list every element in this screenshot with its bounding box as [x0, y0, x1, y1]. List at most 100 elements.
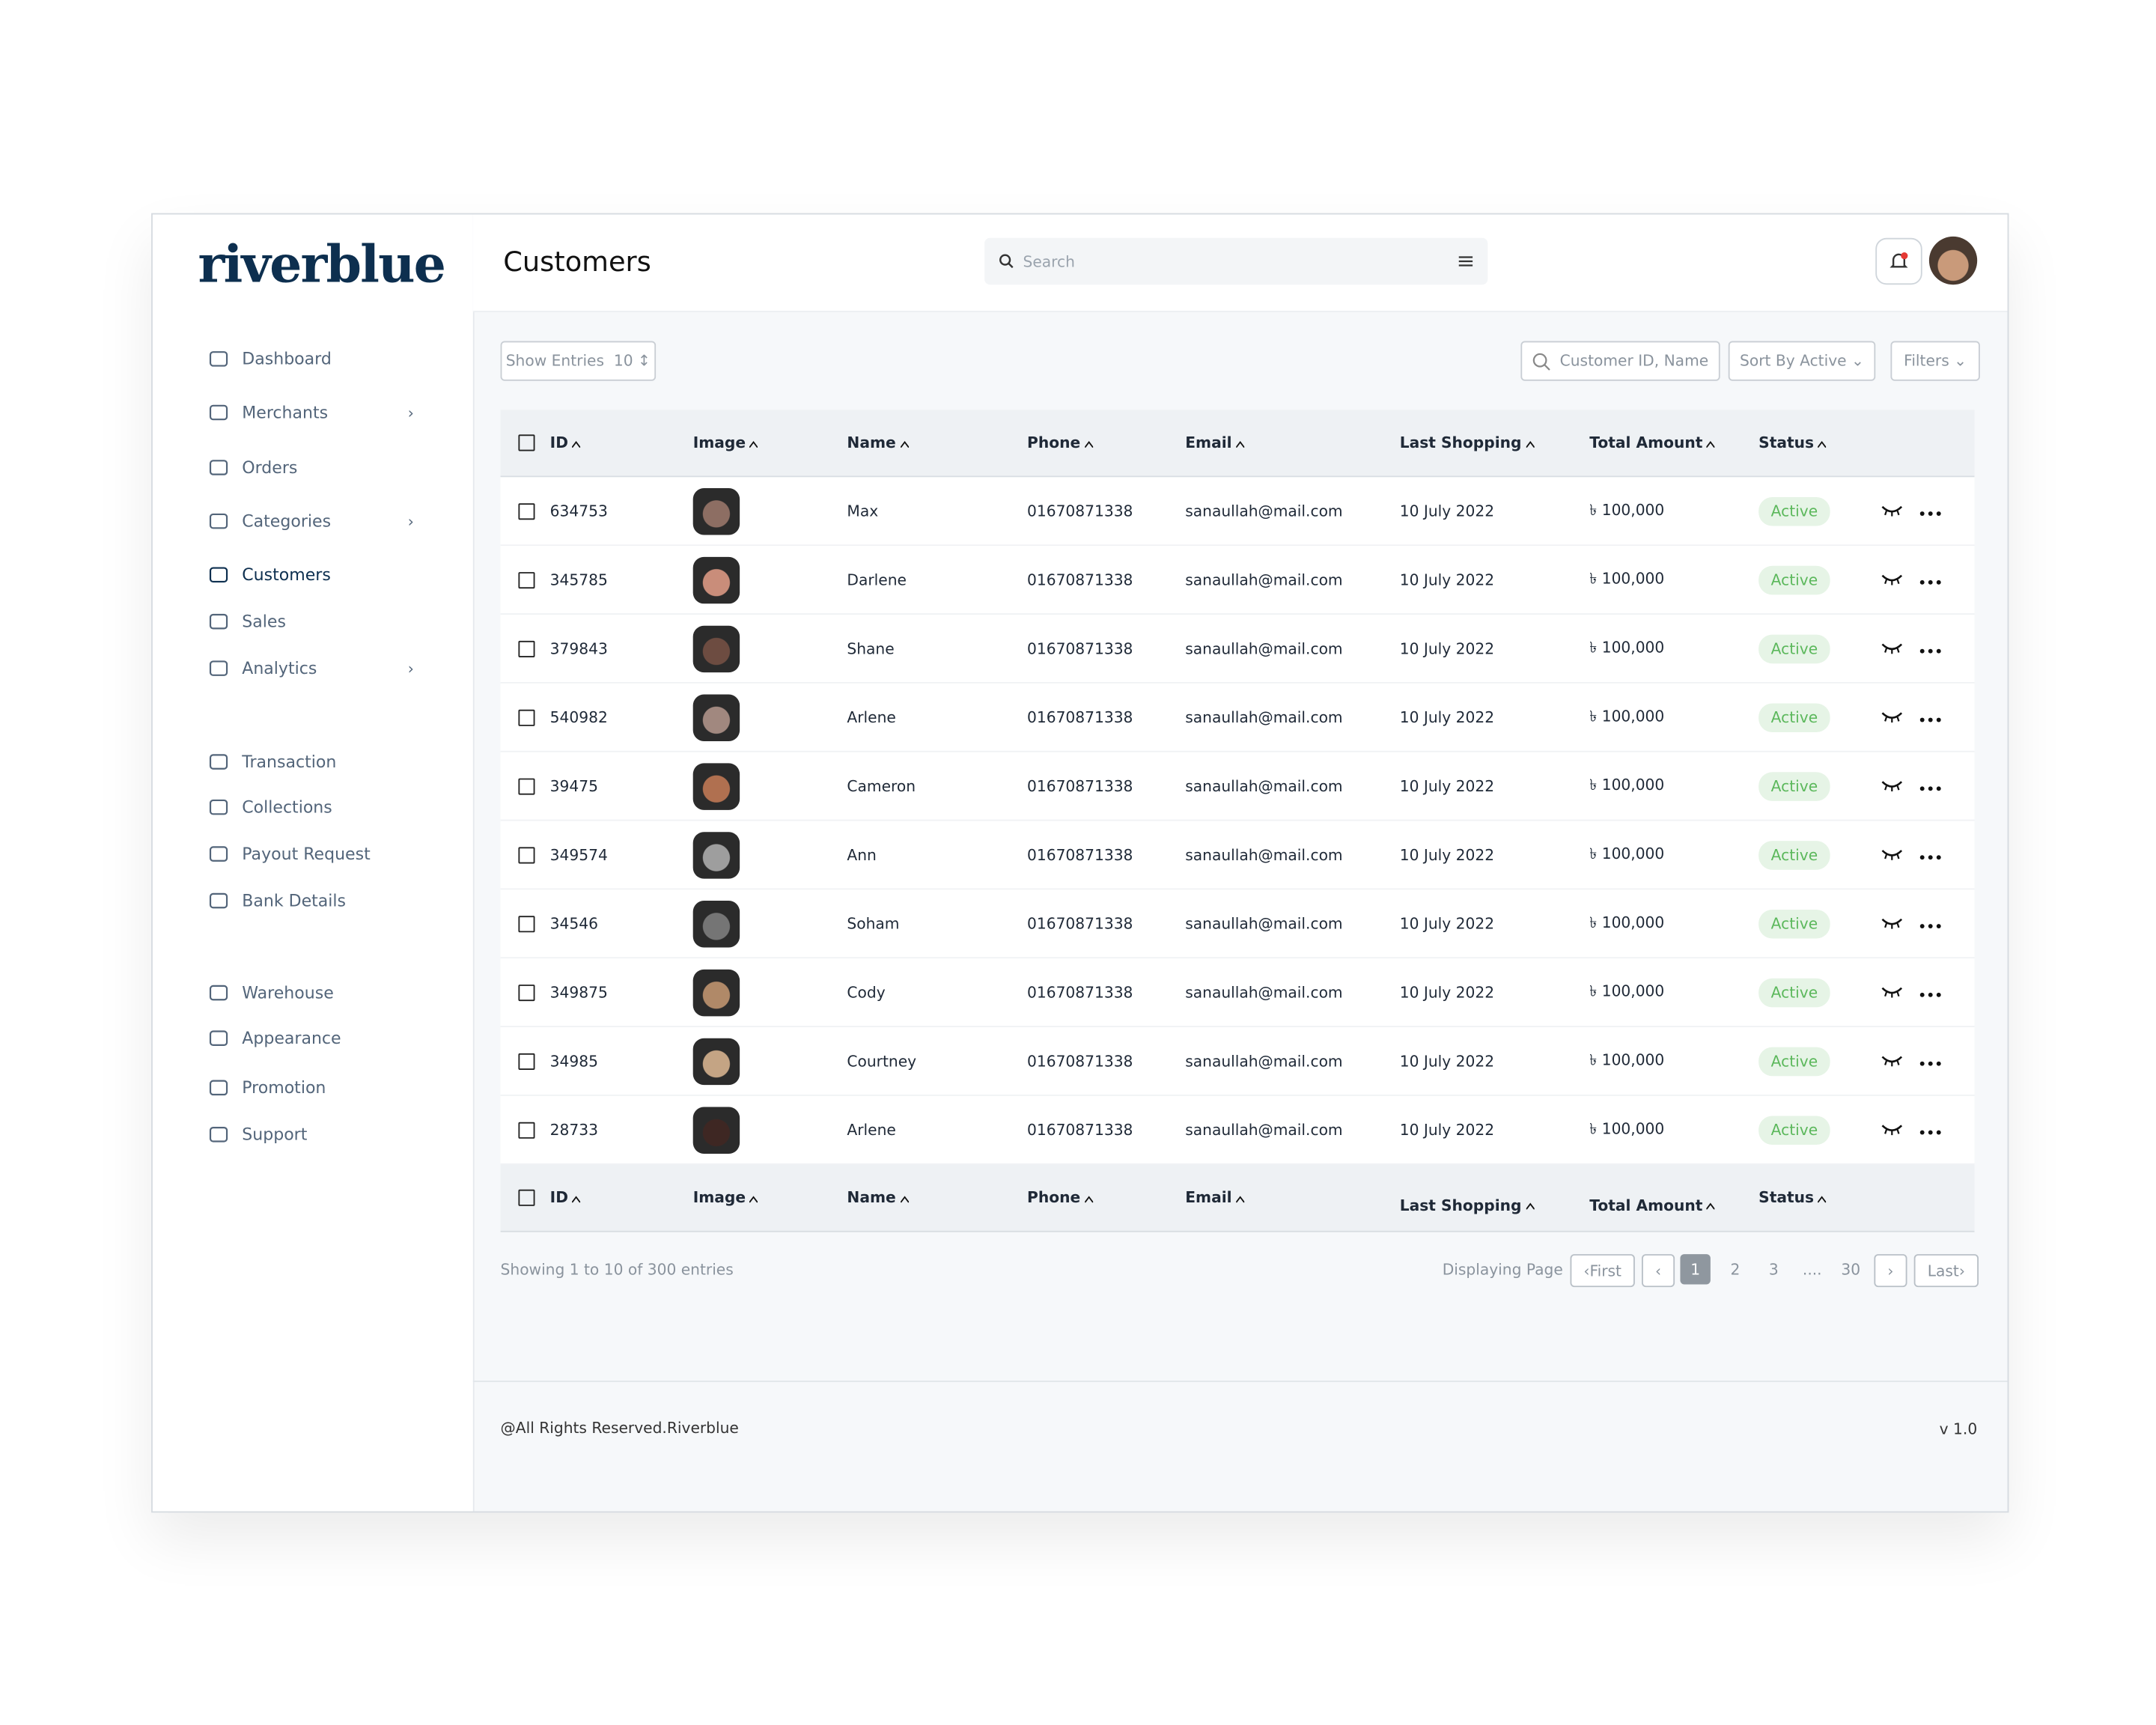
row-checkbox[interactable]	[518, 639, 535, 657]
sort-icon[interactable]	[1235, 440, 1245, 448]
column-header[interactable]: Status	[1758, 1189, 1827, 1207]
view-button[interactable]	[1881, 639, 1903, 657]
select-all-checkbox[interactable]	[518, 1189, 535, 1206]
more-button[interactable]	[1919, 639, 1941, 657]
page-button[interactable]: 3	[1768, 1260, 1779, 1279]
row-checkbox[interactable]	[518, 571, 535, 588]
more-button[interactable]	[1919, 502, 1941, 520]
sort-icon[interactable]	[749, 440, 759, 448]
column-header[interactable]: Last Shopping	[1400, 1196, 1535, 1214]
nav-item[interactable]: Merchants ›	[207, 401, 414, 423]
page-button[interactable]: 1	[1680, 1254, 1711, 1285]
column-header[interactable]: Image	[693, 433, 759, 451]
sort-icon[interactable]	[1525, 440, 1535, 448]
nav-item[interactable]: Appearance	[207, 1027, 414, 1049]
sort-icon[interactable]	[1817, 440, 1827, 448]
nav-item[interactable]: Transaction	[207, 751, 414, 773]
column-header[interactable]: Status	[1758, 433, 1827, 451]
view-button[interactable]	[1881, 1121, 1903, 1139]
view-button[interactable]	[1881, 708, 1903, 726]
sort-icon[interactable]	[1525, 1202, 1535, 1211]
nav-item[interactable]: Orders	[207, 457, 414, 478]
sort-icon[interactable]	[1817, 1195, 1827, 1202]
column-header[interactable]: Total Amount	[1589, 1196, 1716, 1214]
filters-dropdown[interactable]: Filters ⌄	[1890, 341, 1980, 381]
nav-item[interactable]: Support	[207, 1124, 414, 1146]
show-entries[interactable]: Show Entries 10 ↕	[500, 341, 657, 381]
view-button[interactable]	[1881, 846, 1903, 864]
row-checkbox[interactable]	[518, 1121, 535, 1138]
next-page-button[interactable]: ›	[1874, 1254, 1907, 1288]
notification-button[interactable]	[1875, 237, 1922, 285]
prev-page-button[interactable]: ‹	[1642, 1254, 1675, 1288]
sort-icon[interactable]	[571, 1195, 582, 1202]
nav-item[interactable]: Payout Request	[207, 843, 414, 865]
sort-icon[interactable]	[571, 440, 582, 448]
column-header[interactable]: Last Shopping	[1400, 433, 1535, 451]
column-header[interactable]: Phone	[1027, 433, 1094, 451]
user-avatar[interactable]	[1928, 236, 1978, 285]
nav-item[interactable]: Collections	[207, 796, 414, 818]
sort-icon[interactable]	[899, 440, 909, 448]
row-checkbox[interactable]	[518, 1052, 535, 1070]
column-header[interactable]: Total Amount	[1589, 433, 1716, 451]
row-checkbox[interactable]	[518, 777, 535, 794]
column-header[interactable]: Email	[1185, 433, 1245, 451]
more-button[interactable]	[1919, 914, 1941, 932]
nav-item[interactable]: Bank Details	[207, 889, 414, 911]
more-button[interactable]	[1919, 708, 1941, 726]
first-page-button[interactable]: ‹ First	[1570, 1254, 1635, 1288]
logo[interactable]: riverblue	[198, 234, 445, 295]
more-button[interactable]	[1919, 571, 1941, 588]
column-header[interactable]: Email	[1185, 1189, 1245, 1207]
view-button[interactable]	[1881, 571, 1903, 588]
column-header[interactable]: Phone	[1027, 1189, 1094, 1207]
column-header[interactable]: ID	[550, 433, 582, 451]
nav-item[interactable]: Categories ›	[207, 510, 414, 532]
select-all-checkbox[interactable]	[518, 434, 535, 451]
sort-icon[interactable]	[1083, 440, 1094, 448]
sort-icon[interactable]	[749, 1195, 759, 1202]
total-amount: ৳ 100,000	[1589, 1050, 1665, 1069]
view-button[interactable]	[1881, 914, 1903, 932]
customer-search[interactable]: Customer ID, Name	[1520, 341, 1720, 381]
more-button[interactable]	[1919, 846, 1941, 864]
row-checkbox[interactable]	[518, 846, 535, 863]
view-button[interactable]	[1881, 777, 1903, 795]
more-button[interactable]	[1919, 1121, 1941, 1139]
row-checkbox[interactable]	[518, 502, 535, 520]
more-button[interactable]	[1919, 777, 1941, 795]
view-button[interactable]	[1881, 983, 1903, 1001]
column-header[interactable]: Image	[693, 1189, 759, 1207]
nav-item[interactable]: Customers	[207, 564, 414, 585]
more-button[interactable]	[1919, 983, 1941, 1001]
column-header[interactable]: Name	[847, 1189, 909, 1207]
row-checkbox[interactable]	[518, 984, 535, 1001]
more-button[interactable]	[1919, 1052, 1941, 1070]
sort-icon[interactable]	[1083, 1195, 1094, 1202]
last-page-button[interactable]: Last ›	[1913, 1254, 1979, 1288]
row-checkbox[interactable]	[518, 708, 535, 725]
sort-dropdown[interactable]: Sort By Active ⌄	[1728, 341, 1876, 381]
view-button[interactable]	[1881, 1052, 1903, 1070]
filter-icon[interactable]	[1458, 253, 1474, 270]
row-checkbox[interactable]	[518, 915, 535, 932]
sort-icon[interactable]	[1235, 1195, 1245, 1202]
page-button[interactable]: ....	[1802, 1260, 1822, 1279]
nav-item[interactable]: Analytics ›	[207, 657, 414, 679]
search-box[interactable]: Search	[984, 237, 1488, 285]
view-button[interactable]	[1881, 502, 1903, 520]
sort-icon[interactable]	[899, 1195, 909, 1202]
column-header[interactable]: ID	[550, 1189, 582, 1207]
nav-item[interactable]: Sales	[207, 610, 414, 632]
last-shopping: 10 July 2022	[1399, 502, 1495, 520]
total-amount: ৳ 100,000	[1589, 569, 1665, 588]
page-button[interactable]: 30	[1841, 1260, 1861, 1279]
sort-icon[interactable]	[1706, 440, 1716, 448]
sort-icon[interactable]	[1706, 1202, 1716, 1211]
nav-item[interactable]: Promotion	[207, 1077, 414, 1098]
nav-item[interactable]: Dashboard	[207, 348, 414, 370]
column-header[interactable]: Name	[847, 433, 909, 451]
nav-item[interactable]: Warehouse	[207, 982, 414, 1003]
page-button[interactable]: 2	[1730, 1260, 1741, 1279]
